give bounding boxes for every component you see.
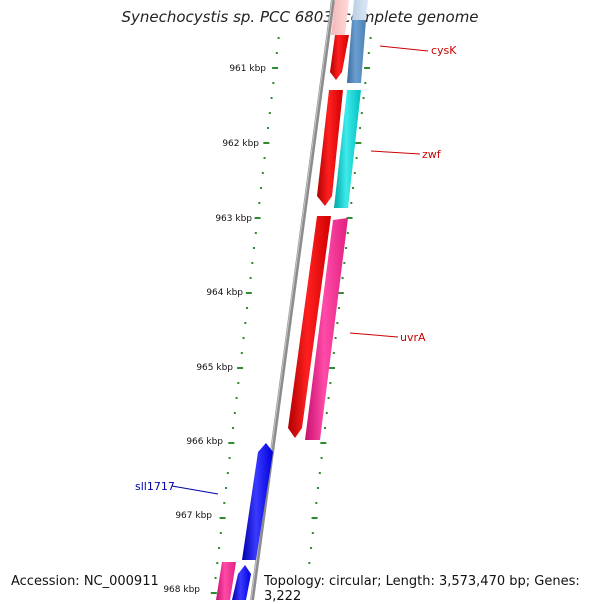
gene-arrow-cysK-pale xyxy=(331,0,349,35)
gene-arrow-cysK-rev xyxy=(347,20,366,83)
gene-arrow-zwf xyxy=(317,90,343,206)
gene-arrow-cysK-pale-rev xyxy=(352,0,368,20)
cysK-leader-line xyxy=(379,45,429,52)
ruler-label: 968 kbp xyxy=(163,585,200,595)
gene-arrow-bottom-pink xyxy=(216,562,236,600)
gene-arrow-uvrA xyxy=(288,216,331,438)
genome-backbone xyxy=(250,0,335,600)
map-title: Synechocystis sp. PCC 6803, complete gen… xyxy=(121,8,479,26)
ruler-label: 966 kbp xyxy=(186,437,223,447)
gene-label-sll1717: sll1717 xyxy=(135,480,175,493)
gene-arrow-sll1717 xyxy=(242,443,273,560)
gene-label-zwf: zwf xyxy=(422,148,442,161)
gene-arrow-bottom-blue xyxy=(232,565,251,600)
gene-arrow-zwf-rev xyxy=(334,90,361,208)
genome-summary-text: Topology: circular; Length: 3,573,470 bp… xyxy=(262,574,600,604)
uvrA-leader-line xyxy=(349,332,399,338)
ruler-label: 962 kbp xyxy=(222,139,259,149)
zwf-leader-line xyxy=(370,150,421,155)
ruler-label: 961 kbp xyxy=(229,64,266,74)
ruler-label: 967 kbp xyxy=(175,511,212,521)
ruler-label: 964 kbp xyxy=(206,288,243,298)
gene-label-cysK: cysK xyxy=(431,44,457,57)
ruler-ticks-left xyxy=(210,37,280,594)
sll1717-leader-line xyxy=(171,485,219,495)
ruler-label: 965 kbp xyxy=(196,363,233,373)
ruler-label: 963 kbp xyxy=(215,214,252,224)
gene-arrow-cysK xyxy=(330,35,349,80)
gene-label-uvrA: uvrA xyxy=(400,331,426,344)
ruler-labels: 961 kbp 962 kbp 963 kbp 964 kbp 965 kbp … xyxy=(163,64,266,595)
accession-text: Accession: NC_000911 xyxy=(9,574,161,589)
gene-arrow-uvrA-rev xyxy=(305,218,348,440)
